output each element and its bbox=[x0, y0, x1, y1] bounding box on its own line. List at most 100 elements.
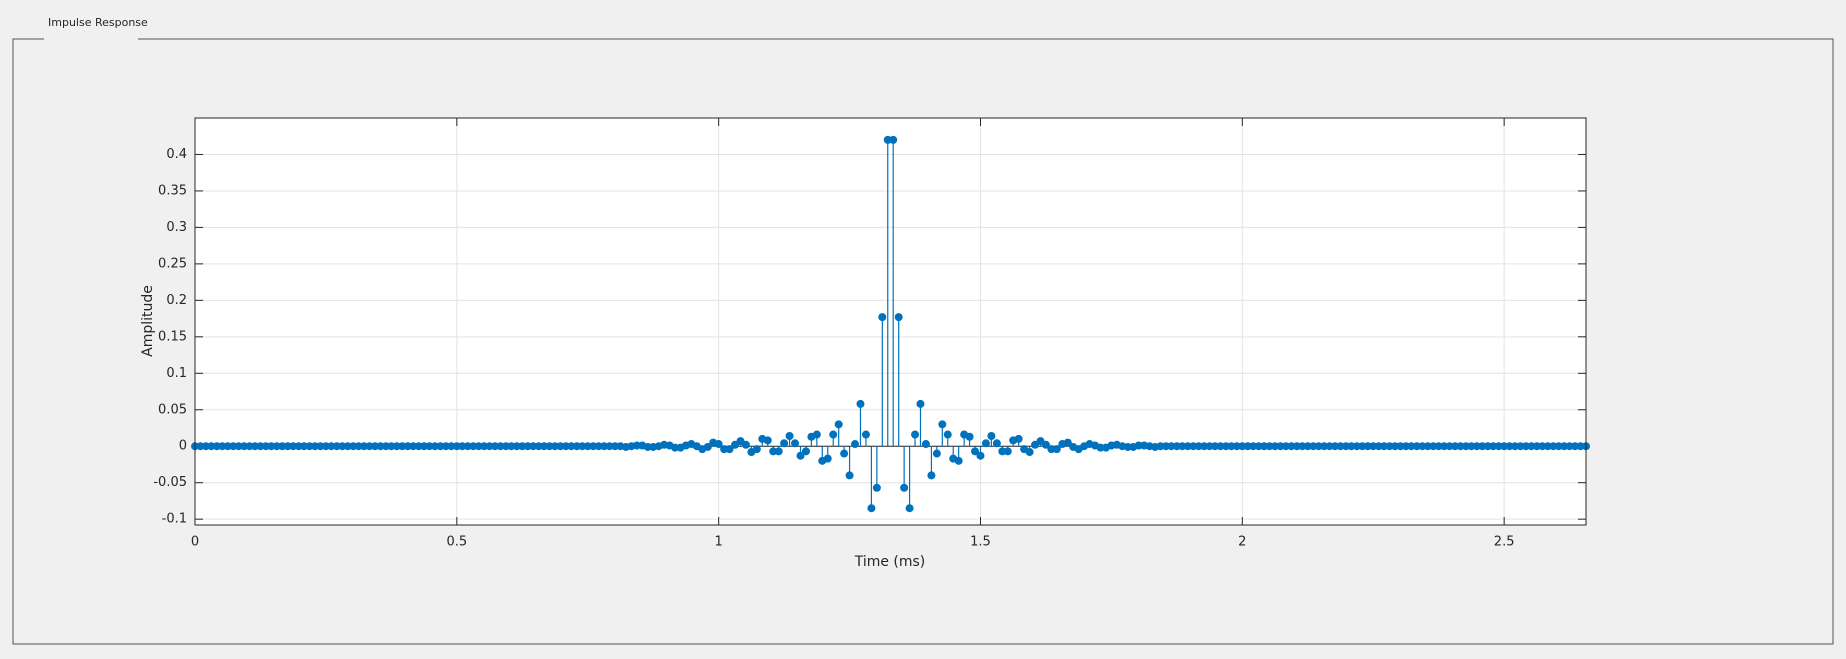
stem-marker bbox=[763, 436, 772, 445]
x-axis-label: Time (ms) bbox=[854, 554, 926, 570]
stem-marker bbox=[791, 439, 800, 448]
stem-marker bbox=[774, 447, 783, 456]
y-tick-label: 0 bbox=[179, 439, 187, 454]
x-tick-label: 2 bbox=[1238, 535, 1246, 550]
y-tick-label: 0.4 bbox=[166, 147, 187, 162]
stem-marker bbox=[463, 442, 472, 451]
stem-marker bbox=[987, 432, 996, 441]
stem-marker bbox=[900, 483, 909, 492]
stem-marker bbox=[529, 442, 538, 451]
stem-marker bbox=[851, 440, 860, 449]
stem-marker bbox=[1052, 445, 1061, 454]
stem-marker bbox=[921, 440, 930, 449]
stem-marker bbox=[430, 442, 439, 451]
stem-marker bbox=[992, 439, 1001, 448]
stem-marker bbox=[1249, 442, 1258, 451]
y-tick-label: 0.1 bbox=[166, 366, 187, 381]
stem-marker bbox=[872, 483, 881, 492]
stem-marker bbox=[845, 471, 854, 480]
stem-marker bbox=[981, 439, 990, 448]
axes-box bbox=[194, 117, 1587, 526]
stem-marker bbox=[365, 442, 374, 451]
stem-marker bbox=[1478, 442, 1487, 451]
stem-marker bbox=[332, 442, 341, 451]
stem-marker bbox=[796, 451, 805, 460]
stem-marker bbox=[780, 439, 789, 448]
stem-marker bbox=[496, 442, 505, 451]
stem-marker bbox=[300, 442, 309, 451]
stem-marker bbox=[741, 440, 750, 449]
stem-marker bbox=[1511, 442, 1520, 451]
stem-marker bbox=[829, 430, 838, 439]
stem-marker bbox=[1014, 434, 1023, 443]
stem-marker bbox=[725, 445, 734, 454]
y-tick-label: -0.1 bbox=[162, 512, 187, 527]
y-tick-label: 0.15 bbox=[158, 329, 187, 344]
x-tick-label: 2.5 bbox=[1494, 535, 1515, 550]
stem-marker bbox=[927, 471, 936, 480]
stem-marker bbox=[1314, 442, 1323, 451]
stem-marker bbox=[594, 442, 603, 451]
y-tick-label: -0.05 bbox=[153, 475, 187, 490]
stem-marker bbox=[834, 420, 843, 429]
stem-marker bbox=[1380, 442, 1389, 451]
stem-marker bbox=[943, 430, 952, 439]
stem-marker bbox=[201, 442, 210, 451]
stem-marker bbox=[932, 449, 941, 458]
panel-border bbox=[12, 38, 1834, 645]
stem-marker bbox=[823, 454, 832, 463]
stem-marker bbox=[801, 447, 810, 456]
stem-marker bbox=[971, 447, 980, 456]
stem-marker bbox=[561, 442, 570, 451]
stem-marker bbox=[703, 442, 712, 451]
stem-marker bbox=[840, 449, 849, 458]
stem-marker bbox=[785, 432, 794, 441]
y-tick-label: 0.2 bbox=[166, 293, 187, 308]
stem-marker bbox=[878, 313, 887, 322]
stem-marker bbox=[954, 456, 963, 465]
y-tick-label: 0.05 bbox=[158, 402, 187, 417]
stem-marker bbox=[398, 442, 407, 451]
stem-marker bbox=[1347, 442, 1356, 451]
x-tick-label: 0 bbox=[191, 535, 199, 550]
panel-tab bbox=[44, 30, 138, 44]
stem-marker bbox=[976, 451, 985, 460]
stem-marker bbox=[1025, 448, 1034, 457]
stem-marker bbox=[1445, 442, 1454, 451]
stem-marker bbox=[861, 430, 870, 439]
y-tick-label: 0.25 bbox=[158, 256, 187, 271]
stem-marker bbox=[1412, 442, 1421, 451]
panel-title: Impulse Response bbox=[48, 16, 148, 29]
stem-marker bbox=[1281, 442, 1290, 451]
y-tick-label: 0.3 bbox=[166, 220, 187, 235]
plot: -0.1 -0.05 0 0.05 0.1 0.15 0.2 0.25 0.3 0.35 0.4 0 0… bbox=[153, 118, 1590, 550]
stem-marker bbox=[1041, 440, 1050, 449]
stem-marker bbox=[1543, 442, 1552, 451]
stem-marker bbox=[1003, 447, 1012, 456]
y-tick-label: 0.35 bbox=[158, 183, 187, 198]
stem-marker bbox=[1576, 442, 1585, 451]
stem-marker bbox=[267, 442, 276, 451]
stem-marker bbox=[965, 432, 974, 441]
stem-marker bbox=[938, 420, 947, 429]
stem-marker bbox=[234, 442, 243, 451]
stem-marker bbox=[1183, 442, 1192, 451]
stem-marker bbox=[894, 313, 903, 322]
x-tick-label: 1.5 bbox=[970, 535, 991, 550]
stem-marker bbox=[812, 430, 821, 439]
stem-marker bbox=[911, 430, 920, 439]
plot-area bbox=[195, 118, 1586, 525]
x-tick-label: 0.5 bbox=[446, 535, 467, 550]
stem-marker bbox=[916, 399, 925, 408]
stem-marker bbox=[752, 445, 761, 454]
stem-marker bbox=[1063, 438, 1072, 447]
stem-marker bbox=[856, 399, 865, 408]
x-tick-label: 1 bbox=[715, 535, 723, 550]
stem-marker bbox=[905, 504, 914, 513]
stem-marker bbox=[867, 504, 876, 513]
y-axis-label: Amplitude bbox=[140, 285, 156, 357]
stem-marker bbox=[889, 135, 898, 144]
stem-marker bbox=[1216, 442, 1225, 451]
stem-marker bbox=[714, 440, 723, 449]
